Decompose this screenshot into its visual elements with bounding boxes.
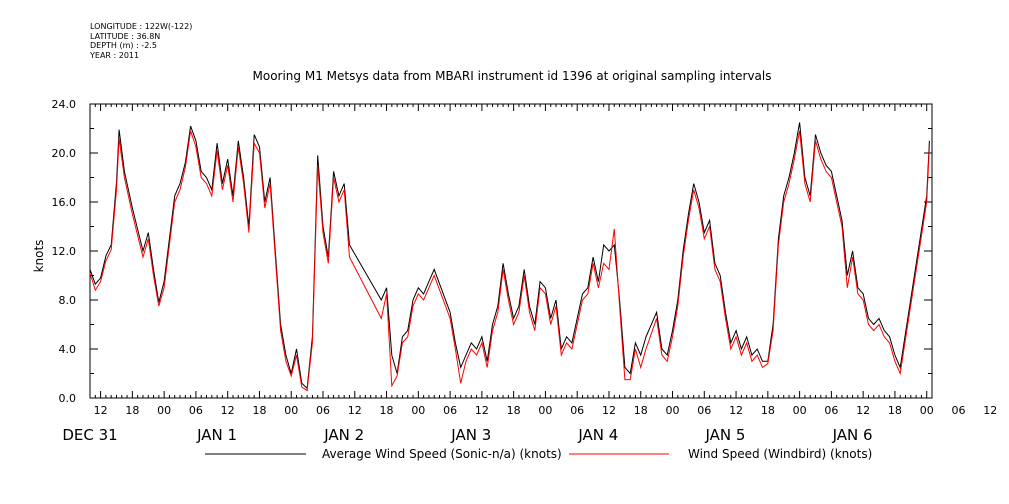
x-day-label: DEC 31 bbox=[62, 426, 117, 444]
series-group bbox=[89, 122, 930, 392]
x-hour-label: 12 bbox=[221, 404, 235, 417]
chart-title: Mooring M1 Metsys data from MBARI instru… bbox=[253, 69, 772, 83]
x-day-label: JAN 4 bbox=[577, 426, 618, 444]
x-hour-label: 06 bbox=[316, 404, 330, 417]
x-hour-label: 06 bbox=[697, 404, 711, 417]
y-tick-label: 0.0 bbox=[59, 392, 77, 405]
legend-label-average: Average Wind Speed (Sonic-n/a) (knots) bbox=[322, 447, 562, 461]
year-label: YEAR : 2011 bbox=[90, 50, 140, 60]
x-hour-label: 00 bbox=[157, 404, 171, 417]
x-hour-label: 06 bbox=[443, 404, 457, 417]
y-tick-label: 24.0 bbox=[52, 98, 77, 111]
x-hour-label: 00 bbox=[411, 404, 425, 417]
x-hour-label: 12 bbox=[983, 404, 997, 417]
x-hour-label: 18 bbox=[125, 404, 139, 417]
x-hour-label: 18 bbox=[507, 404, 521, 417]
series-line-average-wind-speed bbox=[89, 122, 930, 390]
x-hour-label: 06 bbox=[951, 404, 965, 417]
x-hour-label: 00 bbox=[538, 404, 552, 417]
y-tick-label: 16.0 bbox=[52, 196, 77, 209]
x-hour-label: 00 bbox=[284, 404, 298, 417]
x-hour-label: 12 bbox=[602, 404, 616, 417]
x-hour-label: 18 bbox=[380, 404, 394, 417]
x-hour-label: 12 bbox=[856, 404, 870, 417]
x-hour-label: 06 bbox=[824, 404, 838, 417]
y-tick-label: 8.0 bbox=[59, 294, 77, 307]
legend-label-windbird: Wind Speed (Windbird) (knots) bbox=[688, 447, 872, 461]
x-day-label: JAN 3 bbox=[450, 426, 491, 444]
x-hour-label: 00 bbox=[920, 404, 934, 417]
y-axis: 0.0 4.0 8.0 12.0 16.0 20.0 24.0 bbox=[52, 98, 932, 405]
x-hour-label: 18 bbox=[634, 404, 648, 417]
y-tick-label: 4.0 bbox=[59, 343, 77, 356]
x-axis: 12 18 00 06 12 18 00 06 12 18 00 06 12 18 00 06 12 18 00 06… bbox=[62, 104, 997, 444]
x-hour-label: 06 bbox=[189, 404, 203, 417]
legend: Average Wind Speed (Sonic-n/a) (knots) W… bbox=[205, 447, 872, 461]
x-hour-label: 12 bbox=[729, 404, 743, 417]
metadata-block: LONGITUDE : 122W(-122) LATITUDE : 36.8N … bbox=[90, 22, 192, 60]
x-hour-label: 06 bbox=[570, 404, 584, 417]
x-hour-label: 00 bbox=[793, 404, 807, 417]
x-hour-label: 12 bbox=[475, 404, 489, 417]
x-day-label: JAN 6 bbox=[832, 426, 873, 444]
x-day-label: JAN 5 bbox=[704, 426, 745, 444]
x-day-label: JAN 2 bbox=[323, 426, 364, 444]
x-hour-label: 18 bbox=[252, 404, 266, 417]
x-hour-label: 00 bbox=[666, 404, 680, 417]
series-line-windbird-wind-speed bbox=[89, 130, 930, 392]
x-hour-label: 18 bbox=[761, 404, 775, 417]
x-hour-label: 18 bbox=[888, 404, 902, 417]
y-axis-label: knots bbox=[32, 240, 46, 273]
depth-label: DEPTH (m) : -2.5 bbox=[90, 41, 157, 50]
y-tick-label: 12.0 bbox=[52, 245, 77, 258]
latitude-label: LATITUDE : 36.8N bbox=[90, 31, 161, 41]
y-tick-label: 20.0 bbox=[52, 147, 77, 160]
x-hour-label: 12 bbox=[348, 404, 362, 417]
x-hour-label: 12 bbox=[94, 404, 108, 417]
x-day-label: JAN 1 bbox=[196, 426, 237, 444]
longitude-label: LONGITUDE : 122W(-122) bbox=[90, 22, 193, 31]
